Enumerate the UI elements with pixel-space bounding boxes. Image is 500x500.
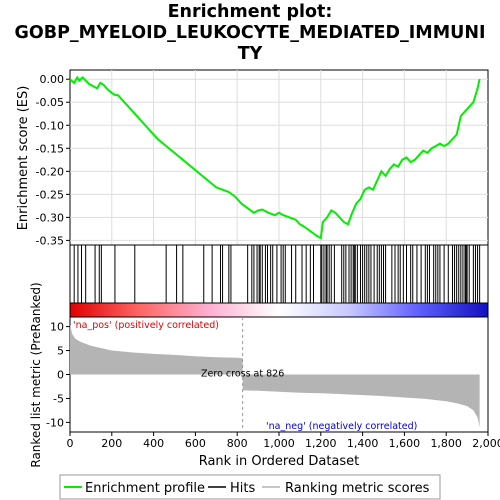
es-gridlines	[70, 70, 488, 245]
legend-label-hits: Hits	[230, 481, 255, 496]
enrichment-profile-line	[69, 75, 481, 240]
x-tick-label: 200	[101, 437, 122, 450]
metric-y-tick-label: 5	[57, 345, 64, 358]
es-y-tick-label: -0.10	[36, 119, 64, 132]
chart-title-line-3: TY	[237, 44, 263, 64]
metric-y-tick-label: -10	[46, 416, 64, 429]
chart-title-line-2: GOBP_MYELOID_LEUKOCYTE_MEDIATED_IMMUNI	[14, 23, 486, 43]
x-tick-label: 800	[227, 437, 248, 450]
hits-panel	[69, 244, 489, 304]
es-y-tick-label: -0.35	[36, 234, 64, 247]
es-y-tick-label: -0.15	[36, 142, 64, 155]
ranking-colorbar	[69, 302, 489, 318]
es-y-ticks: 0.00 -0.05 -0.10 -0.15 -0.20 -0.25 -0.30 -0.35	[36, 73, 70, 247]
metric-panel: 10 5 0 -5 -10 0 200 400 600 800 1,000 1,200 1,400 1,…	[46, 316, 500, 450]
x-tick-label: 1,400	[347, 437, 379, 450]
metric-y-tick-label: 0	[57, 369, 64, 382]
x-tick-label: 400	[143, 437, 164, 450]
legend-label-enrichment-profile: Enrichment profile	[85, 481, 205, 496]
zero-cross-label: Zero cross at 826	[201, 369, 284, 380]
x-tick-label: 0	[67, 437, 74, 450]
x-tick-label: 1,000	[263, 437, 295, 450]
metric-y-ticks: 10 5 0 -5 -10	[46, 321, 70, 429]
metric-y-tick-label: -5	[53, 392, 64, 405]
hit-marks	[73, 245, 481, 303]
metric-y-axis-label: Ranked list metric (PreRanked)	[29, 282, 43, 467]
hits-panel-frame	[69, 244, 489, 304]
x-tick-label: 600	[185, 437, 206, 450]
legend-label-ranking-metric: Ranking metric scores	[285, 481, 430, 496]
ranking-metric-area	[70, 324, 480, 428]
legend: Enrichment profile Hits Ranking metric s…	[59, 474, 441, 500]
es-panel: 0.00 -0.05 -0.10 -0.15 -0.20 -0.25 -0.30 -0.35	[36, 69, 489, 247]
es-y-tick-label: -0.20	[36, 165, 64, 178]
es-y-tick-label: -0.25	[36, 188, 64, 201]
x-tick-label: 1,200	[305, 437, 337, 450]
negative-correlated-label: 'na_neg' (negatively correlated)	[266, 421, 417, 432]
x-tick-label: 1,600	[389, 437, 421, 450]
x-axis-label: Rank in Ordered Dataset	[199, 454, 360, 469]
es-y-axis-label: Enrichment score (ES)	[16, 86, 31, 231]
es-y-tick-label: -0.05	[36, 96, 64, 109]
es-y-tick-label: 0.00	[40, 73, 65, 86]
chart-title: Enrichment plot: GOBP_MYELOID_LEUKOCYTE_…	[0, 2, 500, 65]
x-tick-label: 2,000	[472, 437, 500, 450]
chart-title-line-1: Enrichment plot:	[167, 2, 333, 22]
positive-correlated-label: 'na_pos' (positively correlated)	[73, 320, 219, 331]
es-y-tick-label: -0.30	[36, 211, 64, 224]
x-tick-label: 1,800	[430, 437, 462, 450]
metric-x-ticks: 0 200 400 600 800 1,000 1,200 1,400 1,600 1,800 2,…	[67, 432, 500, 450]
metric-y-tick-label: 10	[50, 321, 64, 334]
legend-frame	[59, 474, 441, 500]
